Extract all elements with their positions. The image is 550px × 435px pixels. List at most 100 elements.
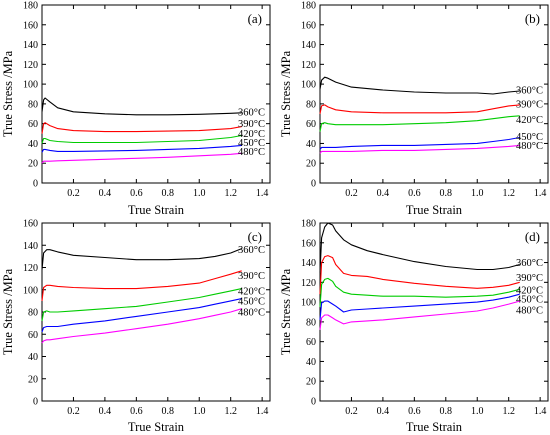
y-tick-label: 0 [33,397,38,408]
y-tick-label: 120 [301,278,316,289]
chart-panel-c: 0.2 0.4 0.6 0.8 1.0 1.2 1.4 0 20 40 60 80 100 120 140 1… [1,219,271,434]
x-tick-label: 1.0 [471,406,484,417]
x-tick-label: 1.2 [502,406,515,417]
y-tick-label: 60 [28,119,38,130]
x-tick-label: 0.4 [99,406,112,417]
x-tick-label: 1.4 [534,406,547,417]
y-tick-label: 140 [23,241,38,252]
y-tick-label: 80 [306,99,316,110]
panel-label: (a) [248,11,262,26]
y-axis-title: True Stress /MPa [1,268,15,355]
series-line-1 [41,270,242,301]
y-tick-label: 120 [23,263,38,274]
y-tick-label: 180 [301,219,316,230]
x-tick-label: 0.2 [345,406,358,417]
x-tick-label: 1.2 [224,406,237,417]
series-line-4 [319,144,520,154]
series-line-3 [319,136,520,150]
panel-label: (d) [525,229,540,244]
series-label-1: 390°C [516,273,543,284]
series-line-3 [319,293,520,320]
series-label-3: 450°C [238,138,265,149]
series-line-2 [319,277,520,308]
x-tick-label: 0.2 [67,188,80,199]
y-tick-label: 0 [33,179,38,190]
y-tick-label: 140 [301,258,316,269]
series-line-0 [41,97,242,116]
x-tick-label: 0.6 [408,406,421,417]
x-axis-title: True Strain [128,420,185,434]
series-label-3: 450°C [516,295,543,306]
series-label-2: 420°C [238,286,265,297]
plot-frame [319,4,549,184]
x-tick-label: 0.6 [408,188,421,199]
plot-frame [41,4,271,184]
chart-panel-b: 0.2 0.4 0.6 0.8 1.0 1.2 1.4 0 20 40 60 80 100 120 140 1… [279,1,549,217]
y-tick-label: 140 [23,40,38,51]
x-tick-label: 1.4 [534,188,547,199]
x-tick-label: 0.8 [440,188,453,199]
series-line-3 [41,298,242,333]
series-line-4 [41,308,242,344]
plot-frame [41,222,271,402]
y-tick-label: 80 [28,308,38,319]
series-line-2 [41,134,242,144]
x-tick-label: 1.0 [471,188,484,199]
series-line-1 [41,122,242,134]
y-tick-label: 20 [306,377,316,388]
series-line-4 [41,152,242,164]
series-label-3: 450°C [516,132,543,143]
y-tick-label: 0 [311,179,316,190]
series-label-1: 390°C [238,271,265,282]
y-tick-label: 180 [301,1,316,12]
x-tick-label: 0.4 [377,188,390,199]
x-axis-title: True Strain [128,203,185,217]
series-line-0 [319,222,520,273]
x-tick-label: 0.2 [345,188,358,199]
y-tick-label: 160 [23,219,38,230]
y-tick-label: 100 [301,298,316,309]
x-tick-label: 0.4 [377,406,390,417]
y-tick-label: 0 [311,397,316,408]
y-tick-label: 160 [23,20,38,31]
y-tick-label: 40 [306,139,316,150]
series-line-0 [41,248,242,270]
y-tick-label: 160 [301,238,316,249]
y-tick-label: 40 [28,352,38,363]
series-label-1: 390°C [516,99,543,110]
series-label-2: 420°C [238,129,265,140]
series-label-0: 360°C [238,245,265,256]
y-tick-label: 60 [28,330,38,341]
panel-label: (c) [248,229,262,244]
x-tick-label: 1.4 [256,406,269,417]
y-tick-label: 20 [28,374,38,385]
series-line-2 [319,115,520,132]
series-label-0: 360°C [516,258,543,269]
series-label-0: 360°C [516,86,543,97]
series-label-3: 450°C [238,296,265,307]
y-tick-label: 20 [28,159,38,170]
x-tick-label: 1.2 [502,188,515,199]
x-axis-title: True Strain [406,203,463,217]
y-tick-label: 40 [28,139,38,150]
y-tick-label: 140 [301,40,316,51]
y-axis-title: True Stress /MPa [279,268,293,355]
y-axis-title: True Stress /MPa [1,50,15,137]
y-tick-label: 80 [306,317,316,328]
x-tick-label: 0.8 [162,406,175,417]
x-tick-label: 0.2 [67,406,80,417]
y-tick-label: 180 [23,1,38,12]
x-axis-title: True Strain [406,420,463,434]
x-tick-label: 0.4 [99,188,112,199]
panel-label: (b) [525,11,540,26]
series-line-4 [319,300,520,330]
series-label-0: 360°C [238,107,265,118]
x-tick-label: 0.8 [162,188,175,199]
y-tick-label: 120 [301,60,316,71]
series-line-1 [319,255,520,295]
chart-panel-a: 0.2 0.4 0.6 0.8 1.0 1.2 1.4 0 20 40 60 80 100 120 140 1… [1,1,271,217]
series-line-2 [41,288,242,321]
y-tick-label: 160 [301,20,316,31]
y-axis-title: True Stress /MPa [279,50,293,137]
